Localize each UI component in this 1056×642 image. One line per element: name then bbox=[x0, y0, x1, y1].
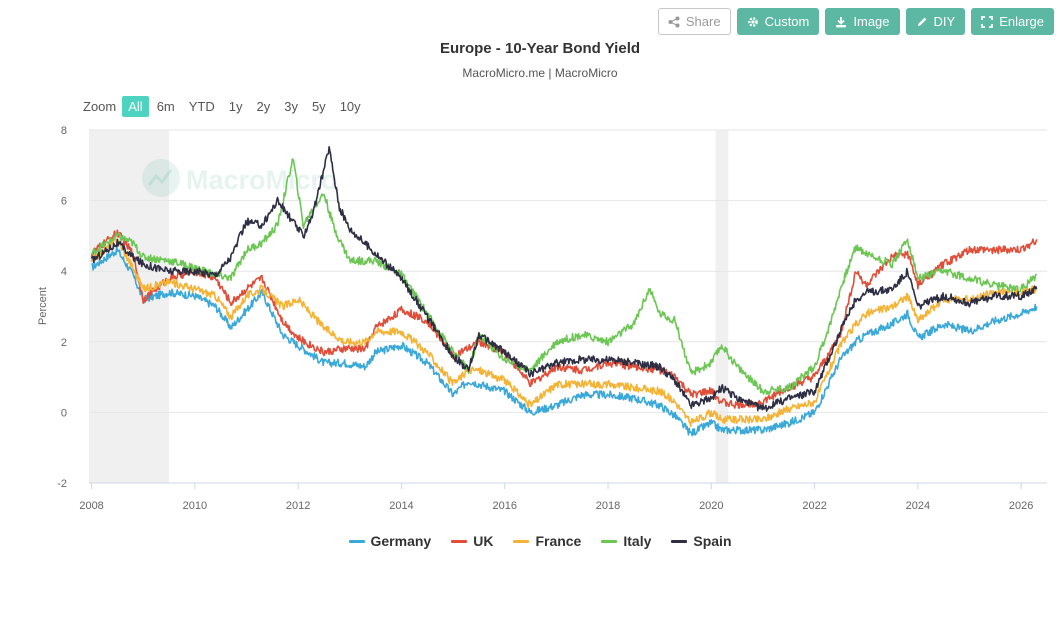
gear-icon bbox=[747, 16, 759, 28]
watermark-chart-icon bbox=[147, 169, 173, 186]
diy-label: DIY bbox=[933, 14, 956, 29]
chart-legend: Germany UK France Italy Spain bbox=[0, 533, 1056, 549]
legend-item-uk[interactable]: UK bbox=[451, 533, 493, 549]
recession-bands bbox=[89, 130, 729, 483]
legend-item-italy[interactable]: Italy bbox=[601, 533, 651, 549]
legend-label-italy: Italy bbox=[623, 533, 652, 549]
series-line-france[interactable] bbox=[90, 237, 1038, 428]
diy-button[interactable]: DIY bbox=[905, 8, 966, 35]
x-tick-label: 2008 bbox=[79, 500, 103, 512]
legend-swatch-italy bbox=[601, 539, 618, 543]
watermark-logo-icon bbox=[142, 159, 180, 197]
series-line-spain[interactable] bbox=[90, 146, 1038, 412]
x-tick-label: 2026 bbox=[1009, 500, 1033, 512]
legend-swatch-uk bbox=[451, 539, 468, 543]
legend-label-france: France bbox=[535, 533, 582, 549]
legend-swatch-france bbox=[513, 539, 530, 543]
legend-swatch-spain bbox=[671, 539, 688, 543]
y-tick-label: 6 bbox=[61, 196, 67, 208]
zoom-label: Zoom bbox=[83, 99, 117, 114]
x-tick-label: 2018 bbox=[596, 500, 620, 512]
recession-band-1 bbox=[715, 130, 729, 483]
zoom-10y-button[interactable]: 10y bbox=[339, 99, 361, 114]
legend-item-france[interactable]: France bbox=[513, 533, 581, 549]
y-tick-label: 2 bbox=[61, 337, 67, 349]
chart-toolbar: Share Custom Image DIY Enlarge bbox=[657, 8, 1054, 35]
legend-label-germany: Germany bbox=[370, 533, 432, 549]
chart-subtitle: MacroMicro.me | MacroMicro bbox=[462, 66, 618, 80]
watermark: MacroMicro bbox=[142, 159, 338, 197]
x-tick-label: 2022 bbox=[802, 500, 826, 512]
legend-item-germany[interactable]: Germany bbox=[348, 533, 432, 549]
y-tick-label: -2 bbox=[57, 478, 67, 490]
series-line-germany[interactable] bbox=[91, 245, 1038, 437]
zoom-6m-button[interactable]: 6m bbox=[156, 99, 175, 114]
y-tick-label: 8 bbox=[61, 125, 67, 137]
zoom-ytd-button[interactable]: YTD bbox=[188, 99, 215, 114]
zoom-selector: Zoom All 6m YTD 1y 2y 3y 5y 10y bbox=[83, 96, 369, 117]
series-line-uk[interactable] bbox=[90, 229, 1038, 409]
zoom-5y-button[interactable]: 5y bbox=[311, 99, 326, 114]
x-tick-label: 2010 bbox=[183, 500, 207, 512]
y-tick-label: 4 bbox=[61, 266, 67, 278]
share-button[interactable]: Share bbox=[657, 8, 731, 35]
axes: Percent -2 0 2 4 6 8 2008 2010 2012 2014 2016 2018 2… bbox=[37, 125, 1047, 512]
x-tick-label: 2012 bbox=[286, 500, 310, 512]
legend-item-spain[interactable]: Spain bbox=[671, 533, 732, 549]
y-axis-label: Percent bbox=[37, 287, 49, 325]
x-tick-label: 2016 bbox=[492, 500, 516, 512]
legend-label-uk: UK bbox=[473, 533, 494, 549]
zoom-all-button[interactable]: All bbox=[122, 96, 149, 117]
chart-title: Europe - 10-Year Bond Yield bbox=[439, 40, 641, 57]
x-tick-label: 2014 bbox=[389, 500, 413, 512]
image-label: Image bbox=[853, 14, 890, 29]
share-icon bbox=[668, 16, 680, 28]
line-chart: MacroMicro Percent -2 0 2 4 6 8 2008 2010 2012 20… bbox=[37, 125, 1047, 512]
enlarge-button[interactable]: Enlarge bbox=[971, 8, 1054, 35]
image-download-button[interactable]: Image bbox=[825, 8, 900, 35]
series-line-italy[interactable] bbox=[91, 158, 1037, 395]
custom-label: Custom bbox=[764, 14, 810, 29]
zoom-1y-button[interactable]: 1y bbox=[228, 99, 243, 114]
zoom-3y-button[interactable]: 3y bbox=[284, 99, 298, 114]
y-tick-label: 0 bbox=[61, 407, 67, 419]
recession-band-0 bbox=[89, 130, 170, 483]
share-label: Share bbox=[685, 14, 721, 29]
enlarge-label: Enlarge bbox=[999, 14, 1044, 29]
legend-label-spain: Spain bbox=[693, 533, 732, 549]
x-tick-label: 2024 bbox=[906, 500, 930, 512]
custom-button[interactable]: Custom bbox=[736, 8, 820, 35]
zoom-2y-button[interactable]: 2y bbox=[256, 99, 271, 114]
legend-swatch-germany bbox=[348, 539, 365, 543]
series-lines bbox=[90, 146, 1038, 437]
x-tick-label: 2020 bbox=[699, 500, 723, 512]
pencil-icon bbox=[916, 16, 928, 28]
expand-icon bbox=[981, 15, 994, 28]
watermark-text: MacroMicro bbox=[186, 165, 338, 195]
download-icon bbox=[835, 16, 847, 28]
